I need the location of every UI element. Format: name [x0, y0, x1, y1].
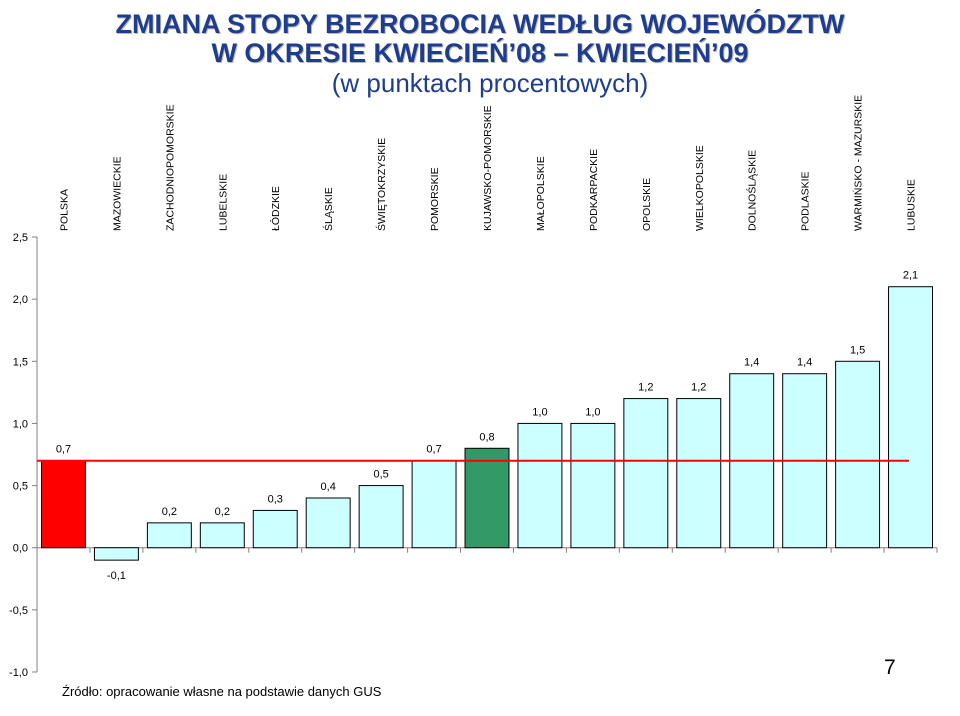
y-tick-label: 0,0 [13, 543, 28, 555]
value-label: 0,2 [215, 506, 230, 518]
category-label: ZACHODNIOPOMORSKIE [164, 104, 176, 231]
bar [199, 522, 245, 549]
category-label: DOLNOŚLĄSKIE [746, 150, 759, 231]
value-label: 0,3 [268, 493, 283, 505]
chart-subtitle: (w punktach procentowych) [331, 68, 649, 98]
y-tick-label: -0,5 [9, 605, 28, 617]
y-tick-label: 1,5 [13, 356, 28, 368]
category-label: POMORSKIE [429, 167, 441, 231]
bar [41, 460, 86, 549]
value-label: 1,4 [797, 357, 812, 369]
category-label: OPOLSKIE [641, 178, 653, 231]
category-label: KUJAWSKO-POMORSKIE [482, 105, 494, 231]
bar [146, 522, 192, 549]
category-label: ŚLĄSKIE [322, 187, 335, 231]
category-label: WARMIŃSKO - MAZURSKIE [852, 95, 865, 231]
bar [676, 398, 722, 549]
category-labels-group: POLSKA MAZOWIECKIE ZACHODNIOPOMORSKIE LUBEL… [58, 95, 917, 231]
bar [252, 509, 298, 549]
category-label: LUBUSKIE [906, 179, 918, 231]
chart-title-line1: ZMIANA STOPY BEZROBOCIA WEDŁUG WOJEWÓDZT… [115, 9, 845, 39]
bar [517, 422, 563, 549]
bar [623, 398, 669, 549]
bar [93, 547, 139, 561]
category-label: PODLASKIE [800, 171, 812, 231]
category-label: WIELKOPOLSKIE [694, 145, 706, 231]
category-label: LUBELSKIE [217, 174, 229, 231]
value-label: 1,4 [744, 357, 759, 369]
chart-title-line2: W OKRESIE KWIECIEŃ’08 – KWIECIEŃ’09 [211, 38, 749, 68]
value-label: 0,7 [56, 444, 71, 456]
value-label: 2,1 [903, 270, 918, 282]
value-label: 0,5 [373, 469, 388, 481]
y-tick-label: 0,5 [13, 481, 28, 493]
category-label: ŁÓDZKIE [269, 186, 282, 231]
value-label: 0,4 [321, 481, 336, 493]
value-labels-group: 0,7 -0,1 0,2 0,2 0,3 0,4 0,5 0,7 0,8 1,0 1,0 1,2 1,2… [56, 270, 918, 582]
value-label: 1,0 [585, 406, 600, 418]
bar [411, 460, 457, 549]
category-label: PODKARPACKIE [588, 149, 600, 231]
category-label: MAZOWIECKIE [111, 156, 123, 231]
category-label: POLSKA [58, 189, 70, 231]
y-tick-label: -1,0 [9, 667, 28, 679]
bar [835, 360, 881, 549]
value-label: 1,2 [691, 382, 706, 394]
bar [305, 497, 351, 549]
value-label: 0,7 [426, 444, 441, 456]
bar [358, 485, 404, 549]
value-label: 0,8 [479, 431, 494, 443]
bar [888, 286, 934, 549]
category-label: MAŁOPOLSKIE [535, 156, 547, 231]
value-label: 1,5 [850, 344, 865, 356]
y-tick-label: 2,0 [13, 294, 28, 306]
source-note: Źródło: opracowanie własne na podstawie … [62, 684, 382, 699]
y-tick-label: 2,5 [13, 232, 28, 244]
value-label: 1,2 [638, 382, 653, 394]
y-tick-label: 1,0 [13, 418, 28, 430]
bar [464, 447, 510, 549]
value-label: -0,1 [107, 570, 126, 582]
page-number: 7 [884, 656, 896, 679]
value-label: 1,0 [532, 406, 547, 418]
bar [570, 422, 616, 549]
value-label: 0,2 [162, 506, 177, 518]
category-label: ŚWIĘTOKRZYSKIE [375, 138, 388, 231]
bars-group [41, 286, 934, 561]
